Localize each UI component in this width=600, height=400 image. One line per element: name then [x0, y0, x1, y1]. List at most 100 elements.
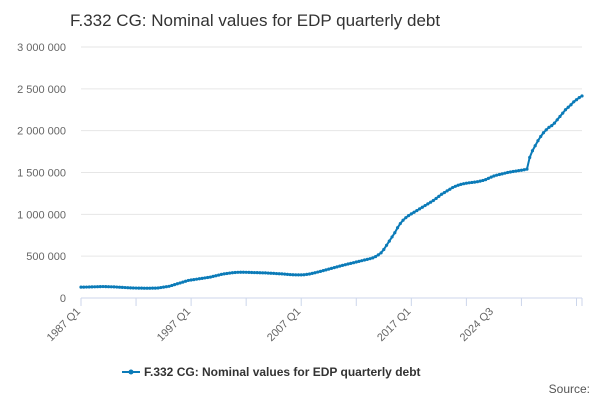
data-point: [346, 262, 350, 266]
data-point: [239, 270, 243, 274]
data-point: [95, 285, 100, 289]
data-point: [255, 271, 259, 275]
x-tick-label: 2007 Q1: [265, 306, 303, 344]
data-point: [277, 272, 281, 276]
data-point: [349, 261, 353, 265]
data-point: [492, 174, 496, 178]
data-point: [82, 285, 86, 289]
data-point: [296, 273, 301, 277]
data-point: [310, 271, 314, 275]
data-point: [288, 272, 292, 277]
data-point: [263, 271, 268, 275]
data-point: [272, 271, 276, 275]
data-point: [161, 285, 166, 289]
data-point: [332, 266, 336, 270]
data-point: [261, 271, 265, 275]
data-point: [134, 286, 138, 290]
data-point: [131, 286, 135, 290]
data-point: [401, 218, 405, 222]
data-point: [214, 274, 218, 278]
data-point: [497, 172, 502, 177]
data-point: [561, 111, 565, 115]
data-point: [343, 263, 347, 267]
data-point: [236, 270, 240, 274]
y-tick-label: 0: [60, 293, 66, 305]
data-point: [453, 184, 457, 188]
data-point: [398, 221, 402, 226]
data-point: [145, 286, 149, 290]
data-point: [541, 131, 546, 135]
data-point: [464, 181, 468, 185]
data-point: [206, 275, 210, 280]
data-point: [456, 183, 460, 187]
data-point: [307, 272, 312, 276]
data-point: [252, 270, 257, 275]
data-point: [500, 172, 504, 176]
data-point: [164, 285, 168, 289]
data-point: [393, 231, 397, 235]
data-point: [473, 180, 477, 184]
data-point: [539, 134, 543, 139]
data-point: [294, 273, 298, 277]
data-point: [544, 128, 548, 132]
data-point: [186, 278, 190, 283]
data-point: [148, 286, 152, 290]
data-point: [128, 286, 133, 290]
data-point: [156, 286, 160, 290]
data-point: [84, 285, 89, 289]
data-point: [406, 213, 411, 218]
data-point: [87, 285, 91, 289]
x-tick-label: 2024 Q3: [458, 306, 496, 344]
series-line-group: [79, 94, 584, 290]
data-point: [329, 266, 334, 270]
data-point: [459, 182, 463, 186]
data-point: [552, 121, 557, 125]
x-tick-label: 2017 Q1: [375, 306, 413, 344]
data-point: [247, 270, 251, 274]
data-point: [429, 200, 433, 204]
data-point: [566, 105, 570, 109]
data-point: [481, 178, 485, 183]
data-point: [563, 108, 568, 112]
y-tick-label: 1 500 000: [17, 168, 66, 180]
data-point: [318, 269, 323, 273]
data-point: [217, 273, 221, 277]
y-tick-label: 2 500 000: [17, 84, 66, 96]
x-tick-label: 1997 Q1: [155, 306, 193, 344]
data-point: [117, 285, 122, 289]
series-line: [81, 95, 583, 290]
data-point: [448, 187, 452, 191]
data-point: [139, 286, 144, 290]
data-point: [558, 114, 562, 119]
data-point: [203, 276, 207, 280]
data-point: [241, 270, 246, 274]
legend-swatch-marker: [128, 369, 134, 375]
data-point: [530, 149, 535, 153]
data-point: [365, 257, 369, 261]
legend-label[interactable]: F.332 CG: Nominal values for EDP quarter…: [144, 365, 421, 379]
data-point: [417, 207, 422, 211]
data-point: [219, 272, 223, 277]
data-point: [104, 285, 108, 289]
data-point: [120, 285, 124, 289]
data-point: [228, 271, 232, 275]
data-point: [258, 271, 262, 275]
data-point: [101, 284, 105, 289]
data-point: [577, 96, 581, 100]
data-point: [517, 169, 521, 173]
data-point: [233, 270, 237, 275]
data-point: [172, 283, 177, 287]
data-point: [462, 182, 466, 186]
data-point: [423, 203, 427, 208]
data-point: [142, 286, 146, 290]
data-point: [222, 272, 226, 276]
data-point: [395, 226, 400, 230]
data-point: [409, 212, 413, 216]
data-point: [340, 263, 345, 267]
data-point: [98, 285, 102, 289]
data-point: [338, 264, 342, 268]
data-point: [351, 261, 356, 265]
legend[interactable]: F.332 CG: Nominal values for EDP quarter…: [122, 365, 421, 379]
data-point: [514, 169, 518, 173]
